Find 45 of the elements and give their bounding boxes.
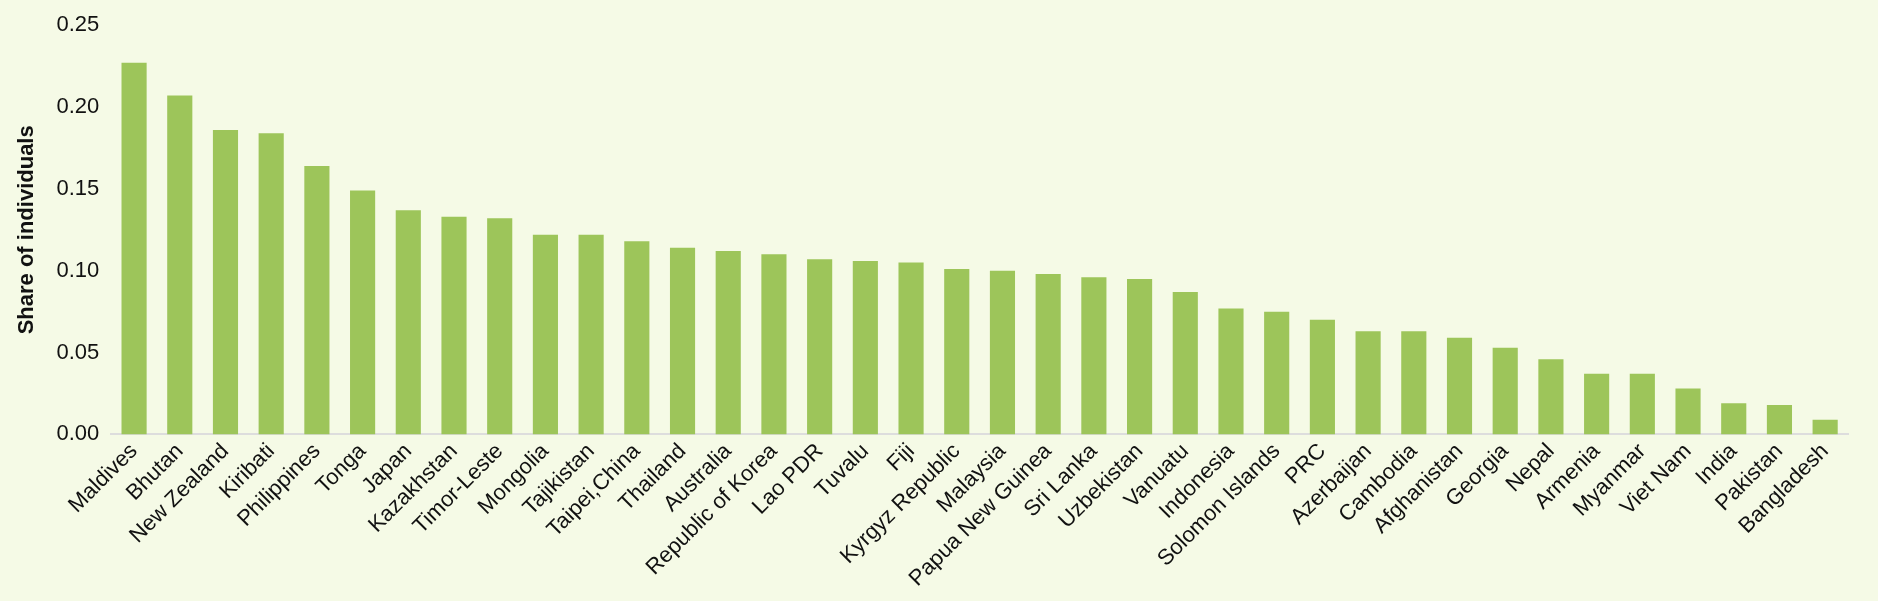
bar	[852, 260, 878, 435]
bar	[1538, 359, 1564, 435]
bar	[715, 251, 741, 435]
bar	[1721, 403, 1747, 435]
y-axis-title: Share of individuals	[13, 125, 39, 335]
bar	[167, 95, 193, 435]
y-tick-label: 0.00	[56, 420, 100, 446]
bar	[1081, 277, 1107, 435]
bar	[578, 234, 604, 435]
y-tick-label: 0.20	[56, 93, 100, 119]
bar	[350, 190, 376, 435]
y-tick-label: 0.10	[56, 256, 100, 282]
bar	[898, 262, 924, 435]
bar	[1766, 404, 1793, 435]
bar	[944, 269, 970, 435]
bar	[1401, 331, 1427, 435]
bar	[121, 62, 147, 435]
bar	[395, 210, 421, 435]
bar	[1035, 274, 1061, 435]
bar	[1218, 308, 1244, 435]
bar	[1584, 373, 1610, 435]
y-tick-label: 0.15	[56, 174, 100, 200]
bar	[1446, 337, 1473, 435]
bar	[669, 247, 696, 435]
y-tick-label: 0.05	[56, 338, 100, 364]
bar	[989, 270, 1016, 435]
bar	[212, 129, 239, 435]
bar	[532, 234, 558, 435]
bar	[807, 259, 833, 435]
bar	[441, 216, 467, 435]
y-tick-label: 0.25	[56, 11, 100, 37]
bar	[1675, 388, 1701, 435]
bar	[1812, 419, 1838, 435]
bar	[487, 218, 513, 435]
bar	[1355, 331, 1381, 435]
bar	[1492, 347, 1518, 435]
bar	[258, 133, 284, 435]
bar	[1309, 319, 1335, 435]
bar	[1172, 292, 1198, 435]
bar	[1127, 278, 1153, 435]
bar	[1264, 311, 1290, 435]
bar	[1629, 373, 1655, 435]
bar	[761, 254, 787, 435]
bar	[304, 165, 330, 435]
bar	[624, 241, 650, 435]
